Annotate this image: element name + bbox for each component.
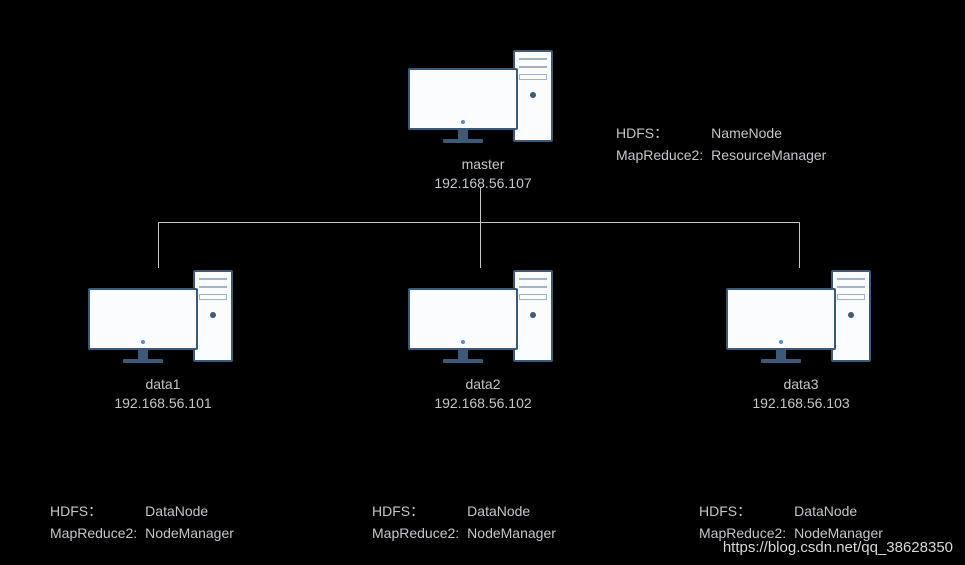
node-ip: 192.168.56.103: [752, 394, 849, 413]
info-row: HDFS： DataNode: [50, 501, 234, 521]
info-val: NodeManager: [467, 523, 556, 543]
info-key: MapReduce2:: [616, 145, 709, 165]
node-name: data1: [114, 375, 211, 394]
info-val: DataNode: [467, 501, 556, 521]
computer-icon: [88, 268, 238, 373]
connector-drop-3: [799, 222, 800, 268]
info-key: HDFS：: [699, 501, 792, 521]
info-row: MapReduce2: NodeManager: [50, 523, 234, 543]
info-data2: HDFS： DataNode MapReduce2: NodeManager: [370, 458, 558, 565]
info-val: NodeManager: [145, 523, 234, 543]
info-data1: HDFS： DataNode MapReduce2: NodeManager: [48, 458, 236, 565]
connector-trunk: [480, 188, 481, 222]
node-name: data3: [752, 375, 849, 394]
connector-bus: [158, 222, 800, 223]
node-ip: 192.168.56.107: [434, 174, 531, 193]
node-name: data2: [434, 375, 531, 394]
node-data3: data3 192.168.56.103: [726, 268, 876, 413]
node-label: data2 192.168.56.102: [434, 375, 531, 413]
node-ip: 192.168.56.102: [434, 394, 531, 413]
info-key: MapReduce2:: [50, 523, 143, 543]
node-label: data1 192.168.56.101: [114, 375, 211, 413]
node-name: master: [434, 155, 531, 174]
info-master: HDFS： NameNode MapReduce2: ResourceManag…: [614, 80, 828, 187]
watermark: https://blog.csdn.net/qq_38628350: [723, 539, 953, 556]
info-key: MapReduce2:: [372, 523, 465, 543]
node-data1: data1 192.168.56.101: [88, 268, 238, 413]
node-ip: 192.168.56.101: [114, 394, 211, 413]
connector-drop-1: [158, 222, 159, 268]
computer-icon: [726, 268, 876, 373]
node-data2: data2 192.168.56.102: [408, 268, 558, 413]
info-row: HDFS： DataNode: [699, 501, 883, 521]
node-master: master 192.168.56.107: [408, 48, 558, 193]
computer-icon: [408, 48, 558, 153]
node-label: master 192.168.56.107: [434, 155, 531, 193]
node-label: data3 192.168.56.103: [752, 375, 849, 413]
info-row: HDFS： NameNode: [616, 123, 826, 143]
info-val: DataNode: [794, 501, 883, 521]
info-val: ResourceManager: [711, 145, 826, 165]
info-val: NameNode: [711, 123, 826, 143]
info-key: HDFS：: [616, 123, 709, 143]
info-row: MapReduce2: NodeManager: [372, 523, 556, 543]
info-val: DataNode: [145, 501, 234, 521]
info-key: HDFS：: [372, 501, 465, 521]
info-row: MapReduce2: ResourceManager: [616, 145, 826, 165]
info-key: HDFS：: [50, 501, 143, 521]
computer-icon: [408, 268, 558, 373]
connector-drop-2: [480, 222, 481, 268]
info-row: HDFS： DataNode: [372, 501, 556, 521]
